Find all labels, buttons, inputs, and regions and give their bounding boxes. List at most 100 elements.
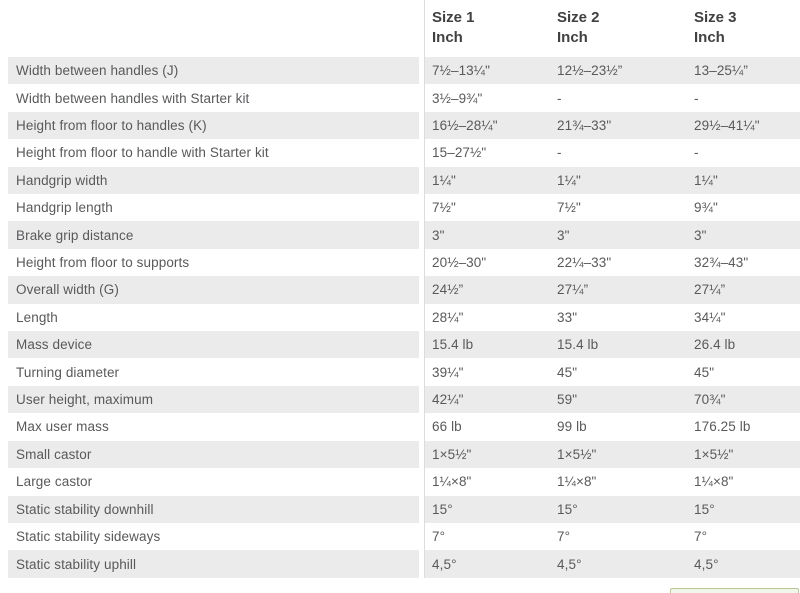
row-label: Width between handles (J): [8, 57, 419, 85]
spec-value-size-2: 33": [557, 309, 578, 325]
row-label: Height from floor to handles (K): [8, 111, 419, 140]
row-values: 7° 7° 7°: [425, 523, 800, 550]
spec-value-size-3: 32¾–43": [694, 255, 749, 271]
column-header-size-1: Size 1 Inch: [425, 0, 550, 57]
column-title: Size 2: [557, 9, 600, 26]
column-header-size-2: Size 2 Inch: [550, 0, 687, 57]
row-values: 1¼" 1¼" 1¼": [425, 166, 800, 195]
spec-value-size-2: 1×5½": [557, 446, 597, 462]
row-label: Static stability downhill: [8, 495, 419, 523]
spec-value-size-1: 1¼": [432, 172, 456, 188]
spec-value-size-1: 20½–30": [432, 255, 487, 271]
row-values: 3½–9¾" - -: [425, 84, 800, 111]
row-label: Length: [16, 309, 58, 325]
row-label: Height from floor to handle with Starter…: [16, 145, 269, 161]
spec-value-size-2: 7½": [557, 200, 581, 216]
row-label: Brake grip distance: [8, 221, 419, 249]
spec-value-size-3: 70¾": [694, 392, 726, 408]
spec-value-size-2: 15.4 lb: [557, 337, 599, 353]
spec-value-size-3: -: [694, 145, 699, 161]
row-label: Static stability sideways: [16, 529, 161, 545]
spec-value-size-1: 3½–9¾": [432, 90, 483, 106]
spec-value-size-3: 3": [694, 227, 707, 243]
spec-value-size-3: 1×5½": [694, 446, 734, 462]
table-row: Height from floor to handle with Starter…: [0, 139, 800, 166]
spec-value-size-2: -: [557, 90, 562, 106]
spec-value-size-1: 15–27½": [432, 145, 487, 161]
column-header-size-3: Size 3 Inch: [687, 0, 800, 57]
table-row: Static stability sideways 7° 7° 7°: [0, 523, 800, 550]
spec-value-size-2: 15°: [557, 501, 578, 517]
spec-value-size-3: 13–25¼”: [694, 63, 748, 79]
spec-value-size-1: 16½–28¼": [432, 118, 498, 134]
spec-value-size-3: 15°: [694, 501, 715, 517]
table-row: Brake grip distance 3" 3" 3": [0, 221, 800, 249]
spec-value-size-1: 39¼": [432, 364, 464, 380]
row-values: 1×5½" 1×5½" 1×5½": [425, 440, 800, 469]
spec-value-size-3: 1¼": [694, 172, 718, 188]
spec-value-size-2: 3": [557, 227, 570, 243]
spec-value-size-3: 7°: [694, 529, 708, 545]
spec-value-size-2: 59": [557, 392, 578, 408]
row-values: 1¼×8" 1¼×8" 1¼×8": [425, 468, 800, 495]
table-row: Large castor 1¼×8" 1¼×8" 1¼×8": [0, 468, 800, 495]
spec-value-size-3: 4,5°: [694, 556, 719, 572]
spec-value-size-1: 3": [432, 227, 445, 243]
spec-value-size-3: 26.4 lb: [694, 337, 736, 353]
table-body: Width between handles (J) 7½–13¼" 12½–23…: [0, 57, 800, 578]
row-values: 4,5° 4,5° 4,5°: [425, 550, 800, 578]
row-values: 66 lb 99 lb 176.25 lb: [425, 413, 800, 440]
spec-value-size-1: 4,5°: [432, 556, 457, 572]
table-header-row: Size 1 Inch Size 2 Inch Size 3 Inch: [0, 0, 800, 57]
spec-value-size-1: 28¼": [432, 309, 464, 325]
table-row: Handgrip length 7½" 7½" 9¾": [0, 194, 800, 221]
spec-value-size-2: 27¼”: [557, 282, 589, 298]
row-values: 7½" 7½" 9¾": [425, 194, 800, 221]
spec-value-size-1: 1×5½": [432, 446, 472, 462]
spec-value-size-1: 15°: [432, 501, 453, 517]
spec-value-size-2: 1¼×8": [557, 474, 597, 490]
table-row: Height from floor to handles (K) 16½–28¼…: [0, 111, 800, 140]
spec-value-size-1: 7½": [432, 200, 456, 216]
table-row: Width between handles (J) 7½–13¼" 12½–23…: [0, 57, 800, 85]
spec-value-size-2: 12½–23½”: [557, 63, 623, 79]
table-row: Small castor 1×5½" 1×5½" 1×5½": [0, 440, 800, 469]
row-values: 42¼" 59" 70¾": [425, 385, 800, 414]
table-row: Mass device 15.4 lb 15.4 lb 26.4 lb: [0, 331, 800, 359]
table-row: Height from floor to supports 20½–30" 22…: [0, 249, 800, 276]
spec-value-size-1: 7½–13¼": [432, 63, 491, 79]
column-unit: Inch: [432, 29, 463, 46]
spec-value-size-3: 45": [694, 364, 715, 380]
spec-value-size-2: 4,5°: [557, 556, 582, 572]
partial-green-button-edge[interactable]: [670, 588, 799, 593]
row-values: 15° 15° 15°: [425, 495, 800, 523]
spec-value-size-2: 45": [557, 364, 578, 380]
row-label: Small castor: [8, 440, 419, 469]
header-empty-cell: [8, 0, 419, 57]
spec-value-size-1: 15.4 lb: [432, 337, 474, 353]
row-label: Mass device: [8, 331, 419, 359]
table-row: Static stability uphill 4,5° 4,5° 4,5°: [0, 550, 800, 578]
table-row: Overall width (G) 24½” 27¼” 27¼”: [0, 276, 800, 304]
spec-value-size-2: 99 lb: [557, 419, 587, 435]
column-divider: [424, 0, 425, 578]
row-label: Height from floor to supports: [16, 255, 190, 271]
column-title: Size 3: [694, 9, 737, 26]
table-row: Length 28¼" 33" 34¼": [0, 304, 800, 331]
spec-value-size-3: 1¼×8": [694, 474, 734, 490]
table-row: Width between handles with Starter kit 3…: [0, 84, 800, 111]
table-row: Handgrip width 1¼" 1¼" 1¼": [0, 166, 800, 195]
spec-value-size-2: 22¼–33": [557, 255, 612, 271]
row-label: Max user mass: [16, 419, 109, 435]
column-title: Size 1: [432, 9, 475, 26]
row-label: Static stability uphill: [8, 550, 419, 578]
table-row: User height, maximum 42¼" 59" 70¾": [0, 385, 800, 414]
row-values: 15–27½" - -: [425, 139, 800, 166]
row-values: 39¼" 45" 45": [425, 358, 800, 385]
header-columns: Size 1 Inch Size 2 Inch Size 3 Inch: [425, 0, 800, 57]
row-label: Turning diameter: [16, 364, 120, 380]
spec-value-size-3: 176.25 lb: [694, 419, 751, 435]
spec-value-size-3: 34¼": [694, 309, 726, 325]
spec-value-size-3: -: [694, 90, 699, 106]
